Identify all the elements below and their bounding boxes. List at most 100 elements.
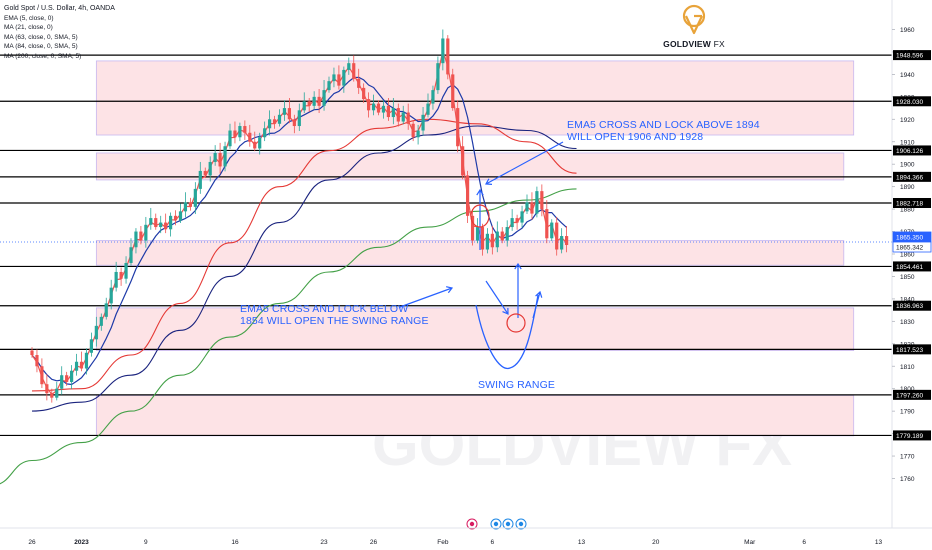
candle[interactable]	[223, 141, 227, 172]
candle[interactable]	[188, 197, 192, 211]
candle[interactable]	[515, 214, 519, 230]
candle[interactable]	[545, 200, 549, 244]
annotation-above-line-1[interactable]: EMA5 CROSS AND LOCK ABOVE 1894	[567, 119, 760, 131]
annotation-swing-range[interactable]: SWING RANGE	[478, 379, 555, 391]
candle[interactable]	[40, 358, 44, 389]
candle[interactable]	[292, 114, 296, 134]
candle[interactable]	[565, 225, 569, 253]
candle[interactable]	[525, 194, 529, 215]
candle[interactable]	[243, 120, 247, 140]
legend-ma200[interactable]: MA (200, close, 0, SMA, 5)	[4, 52, 82, 60]
candle[interactable]	[475, 218, 480, 244]
candle[interactable]	[317, 88, 321, 114]
candle[interactable]	[74, 353, 79, 376]
candle[interactable]	[198, 161, 202, 194]
candle[interactable]	[154, 213, 158, 230]
candle[interactable]	[94, 316, 98, 347]
candle[interactable]	[169, 212, 173, 237]
candles-layer[interactable]	[30, 29, 569, 403]
candle[interactable]	[248, 124, 252, 147]
candle[interactable]	[401, 105, 405, 125]
candle[interactable]	[560, 228, 564, 254]
candle[interactable]	[208, 156, 212, 182]
candle[interactable]	[485, 228, 489, 254]
candle[interactable]	[436, 56, 440, 94]
candle[interactable]	[287, 97, 291, 124]
candle[interactable]	[104, 297, 108, 320]
candle[interactable]	[470, 209, 475, 246]
candle[interactable]	[535, 186, 539, 218]
candle[interactable]	[149, 207, 153, 230]
candle[interactable]	[500, 227, 504, 244]
candle[interactable]	[238, 122, 242, 142]
candle[interactable]	[426, 93, 430, 118]
candle[interactable]	[332, 67, 336, 88]
candle[interactable]	[268, 110, 272, 136]
candle[interactable]	[386, 97, 390, 121]
candle[interactable]	[322, 80, 326, 111]
candle[interactable]	[461, 136, 465, 180]
candle[interactable]	[65, 371, 69, 386]
candle[interactable]	[411, 120, 415, 142]
candle[interactable]	[312, 91, 316, 110]
candle[interactable]	[431, 85, 435, 110]
candle[interactable]	[530, 192, 534, 220]
candle[interactable]	[45, 374, 49, 401]
candle[interactable]	[297, 103, 301, 131]
candle[interactable]	[357, 68, 361, 94]
legend-ma84[interactable]: MA (84, close, 0, SMA, 5)	[4, 43, 78, 50]
candle[interactable]	[376, 100, 381, 116]
annotation-below-line-1[interactable]: EMA5 CROSS AND LOCK BELOW	[240, 303, 409, 315]
candle[interactable]	[124, 256, 128, 284]
candle[interactable]	[60, 366, 64, 395]
candle[interactable]	[337, 65, 341, 90]
candle[interactable]	[505, 220, 509, 247]
candle[interactable]	[55, 381, 59, 401]
candle[interactable]	[129, 238, 133, 266]
candle[interactable]	[218, 142, 222, 174]
legend[interactable]: Gold Spot / U.S. Dollar, 4h, OANDA EMA (…	[4, 4, 115, 61]
candle[interactable]	[233, 121, 237, 144]
candle[interactable]	[193, 182, 197, 215]
candle[interactable]	[416, 124, 420, 145]
legend-ma21[interactable]: MA (21, close, 0)	[4, 24, 53, 31]
candle[interactable]	[139, 225, 143, 245]
candle[interactable]	[183, 192, 188, 218]
candle[interactable]	[307, 97, 311, 112]
candle[interactable]	[253, 131, 257, 152]
candle[interactable]	[555, 216, 559, 256]
candle[interactable]	[421, 106, 425, 136]
annotation-above-line-2[interactable]: WILL OPEN 1906 AND 1928	[567, 131, 704, 143]
earnings-event-icon[interactable]	[466, 518, 478, 530]
candle[interactable]	[144, 216, 148, 248]
candle[interactable]	[119, 267, 123, 286]
candle[interactable]	[342, 66, 346, 93]
candle[interactable]	[302, 92, 306, 114]
candle[interactable]	[391, 97, 395, 125]
candle[interactable]	[89, 332, 93, 357]
annotation-above[interactable]: EMA5 CROSS AND LOCK ABOVE 1894 WILL OPEN…	[567, 119, 760, 143]
candle[interactable]	[446, 35, 450, 80]
candle[interactable]	[480, 223, 485, 256]
candle[interactable]	[367, 92, 371, 118]
candle[interactable]	[35, 349, 39, 373]
candle[interactable]	[173, 210, 178, 226]
candle[interactable]	[362, 83, 366, 103]
candle[interactable]	[466, 170, 470, 224]
candle[interactable]	[396, 103, 400, 127]
candle[interactable]	[263, 121, 267, 142]
annotation-below-line-2[interactable]: 1854 WILL OPEN THE SWING RANGE	[240, 315, 429, 327]
annotation-below[interactable]: EMA5 CROSS AND LOCK BELOW 1854 WILL OPEN…	[240, 303, 429, 327]
legend-title[interactable]: Gold Spot / U.S. Dollar, 4h, OANDA	[4, 5, 115, 12]
candle[interactable]	[178, 203, 183, 224]
economic-event-icon[interactable]	[515, 518, 527, 530]
candle[interactable]	[213, 145, 217, 166]
candle[interactable]	[490, 225, 494, 255]
candle[interactable]	[109, 279, 113, 310]
legend-ema5[interactable]: EMA (5, close, 0)	[4, 14, 54, 22]
candle[interactable]	[282, 100, 287, 121]
candle[interactable]	[228, 123, 232, 149]
candle[interactable]	[352, 55, 356, 82]
